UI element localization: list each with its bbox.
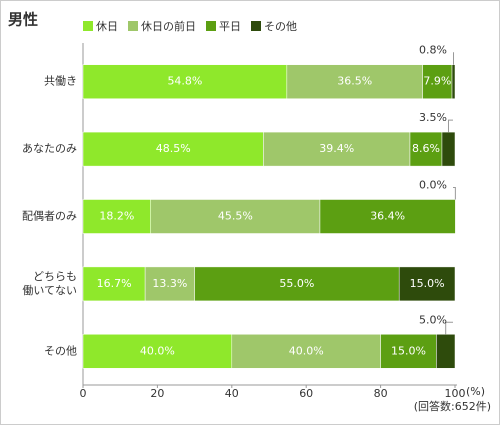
- bar-segment: [194, 266, 400, 302]
- bar-segment: [150, 199, 321, 234]
- legend-label: 平日: [219, 20, 241, 33]
- value-label: 7.9%: [423, 75, 451, 88]
- value-label: 8.6%: [412, 142, 440, 155]
- value-label: 39.4%: [319, 142, 354, 155]
- category-label: 共働き: [44, 75, 77, 88]
- bar-segment: [82, 131, 264, 167]
- category-label: どちらも働いてない: [22, 270, 77, 297]
- category-label: その他: [44, 344, 77, 357]
- bar-segment: [319, 199, 456, 234]
- legend-swatch: [83, 21, 93, 31]
- value-label: 13.3%: [152, 277, 187, 290]
- leader-line: [445, 321, 453, 335]
- legend-swatch: [128, 21, 138, 31]
- legend-label: 休日の前日: [141, 19, 196, 33]
- leader-line: [453, 187, 456, 200]
- value-label: 0.0%: [419, 179, 447, 192]
- bar-segment: [82, 334, 233, 369]
- legend-swatch: [251, 21, 261, 31]
- value-label: 3.5%: [419, 111, 447, 124]
- bar-segment: [441, 131, 456, 167]
- bar-segment: [231, 334, 381, 369]
- x-tick-label: 60: [299, 387, 313, 400]
- legend-swatch: [206, 21, 216, 31]
- note: (回答数:652件): [414, 399, 491, 413]
- x-tick-label: 0: [80, 387, 87, 400]
- value-label: 15.0%: [391, 344, 426, 357]
- value-label: 15.0%: [410, 277, 445, 290]
- legend-label: その他: [264, 20, 297, 33]
- value-label: 54.8%: [167, 75, 202, 88]
- x-tick-label: 40: [225, 387, 239, 400]
- bar-segment: [451, 64, 456, 99]
- chart-title: 男性: [8, 11, 38, 29]
- value-label: 16.7%: [97, 277, 132, 290]
- x-tick-label: 100: [445, 387, 466, 400]
- x-tick-label: 20: [150, 387, 164, 400]
- bar-segment: [409, 131, 443, 167]
- value-label: 40.0%: [140, 344, 175, 357]
- value-label: 18.2%: [99, 210, 134, 223]
- value-label: 36.4%: [370, 210, 405, 223]
- bar-segment: [263, 131, 411, 167]
- category-label: 配偶者のみ: [22, 210, 77, 223]
- value-label: 55.0%: [279, 277, 314, 290]
- bar-segment: [380, 334, 437, 369]
- bar-segment: [82, 64, 288, 99]
- bar-segment: [398, 266, 456, 302]
- bar-segment: [436, 334, 456, 369]
- bar-segment: [82, 266, 146, 302]
- bar-segment: [422, 64, 453, 99]
- x-tick-label: 80: [374, 387, 388, 400]
- value-label: 0.8%: [419, 44, 447, 57]
- leader-line: [453, 52, 455, 65]
- bar-segment: [286, 64, 423, 99]
- legend-label: 休日: [96, 20, 118, 33]
- value-label: 45.5%: [218, 210, 253, 223]
- value-label: 40.0%: [289, 344, 324, 357]
- leader-line: [447, 119, 453, 133]
- value-label: 36.5%: [337, 75, 372, 88]
- category-label: あなたのみ: [22, 142, 77, 155]
- unit: (%): [466, 385, 485, 398]
- value-label: 5.0%: [419, 313, 447, 326]
- value-label: 48.5%: [156, 142, 191, 155]
